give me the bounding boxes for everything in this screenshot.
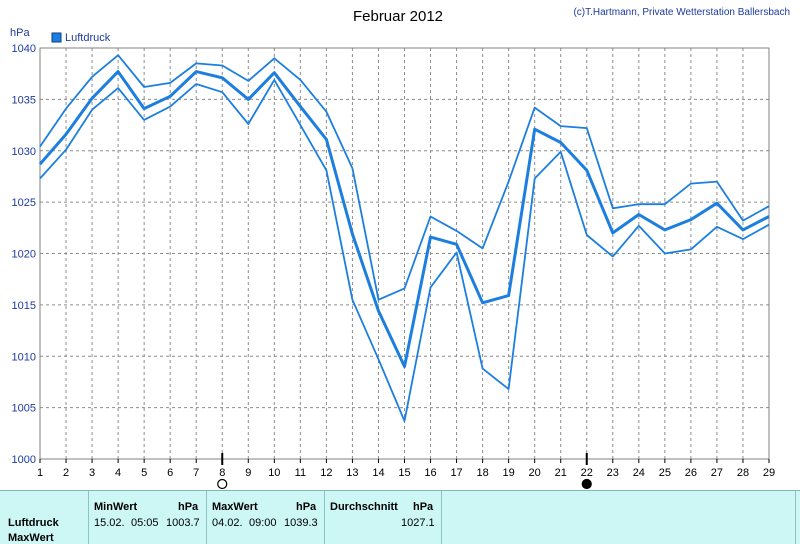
y-tick-label: 1030 [12,146,36,158]
max-unit-header: hPa [296,501,317,513]
x-tick-label: 24 [633,467,645,479]
min-unit-header: hPa [178,501,199,513]
series-line-upper [39,54,770,301]
grid-layer [39,47,770,460]
x-tick-label: 10 [268,467,280,479]
chart-title: Februar 2012 [353,8,443,25]
max-header: MaxWert [212,501,258,513]
statistics-table: MinWert hPa MaxWert hPa Durchschnitt hPa… [0,490,800,544]
y-tick-label: 1020 [12,249,36,261]
y-tick-label: 1035 [12,94,36,106]
max-date: 04.02. [212,517,243,529]
y-tick-label: 1040 [12,43,36,55]
column-divider [795,491,796,544]
x-tick-label: 7 [193,467,199,479]
legend-swatch [51,32,62,43]
x-tick-label: 3 [89,467,95,479]
x-tick-label: 20 [529,467,541,479]
min-time: 05:05 [131,517,159,529]
x-tick-label: 2 [63,467,69,479]
x-tick-label: 21 [555,467,567,479]
x-tick-label: 23 [607,467,619,479]
min-date: 15.02. [94,517,125,529]
x-tick-label: 28 [737,467,749,479]
avg-header: Durchschnitt [330,501,398,513]
x-tick-label: 25 [659,467,671,479]
series-layer [38,54,770,422]
column-divider [88,491,89,544]
y-tick-label: 1015 [12,300,36,312]
full-moon-icon [217,478,228,490]
x-tick-label: 16 [424,467,436,479]
x-tick-label: 12 [320,467,332,479]
max-value: 1039.3 [284,517,318,529]
x-tick-label: 11 [295,467,306,479]
column-divider [206,491,207,544]
y-axis-unit-label: hPa [10,27,30,39]
column-divider [324,491,325,544]
x-tick-label: 15 [398,467,410,479]
series-line-luftdruck [38,70,770,368]
row-label-luftdruck: Luftdruck [8,517,59,529]
x-tick-label: 26 [685,467,697,479]
x-tick-label: 29 [763,467,775,479]
y-tick-label: 1000 [12,454,36,466]
min-header: MinWert [94,501,138,513]
chart: Februar 2012 (c)T.Hartmann, Private Wett… [10,7,790,490]
y-tick-label: 1025 [12,197,36,209]
x-tick-label: 18 [476,467,488,479]
x-tick-label: 19 [503,467,515,479]
series-line-lower [39,79,770,422]
x-tick-label: 8 [219,467,225,479]
max-time: 09:00 [249,517,277,529]
x-tick-label: 13 [346,467,358,479]
x-tick-label: 1 [37,467,43,479]
avg-unit-header: hPa [413,501,434,513]
x-tick-label: 6 [167,467,173,479]
legend-label: Luftdruck [65,32,111,44]
y-tick-label: 1005 [12,403,36,415]
x-tick-label: 17 [450,467,462,479]
x-tick-label: 9 [245,467,251,479]
y-tick-label: 1010 [12,351,36,363]
min-value: 1003.7 [166,517,200,529]
avg-value: 1027.1 [401,517,435,529]
new-moon-icon [581,478,592,490]
x-tick-label: 14 [372,467,384,479]
x-tick-label: 4 [115,467,121,479]
row-label-maxwert: MaxWert [8,532,54,544]
credit-text: (c)T.Hartmann, Private Wetterstation Bal… [573,7,790,18]
x-tick-label: 22 [581,467,593,479]
chart-svg: Februar 2012 (c)T.Hartmann, Private Wett… [10,7,790,490]
x-tick-label: 27 [711,467,723,479]
column-divider [441,491,442,544]
moon-markers [217,453,592,490]
x-tick-label: 5 [141,467,147,479]
